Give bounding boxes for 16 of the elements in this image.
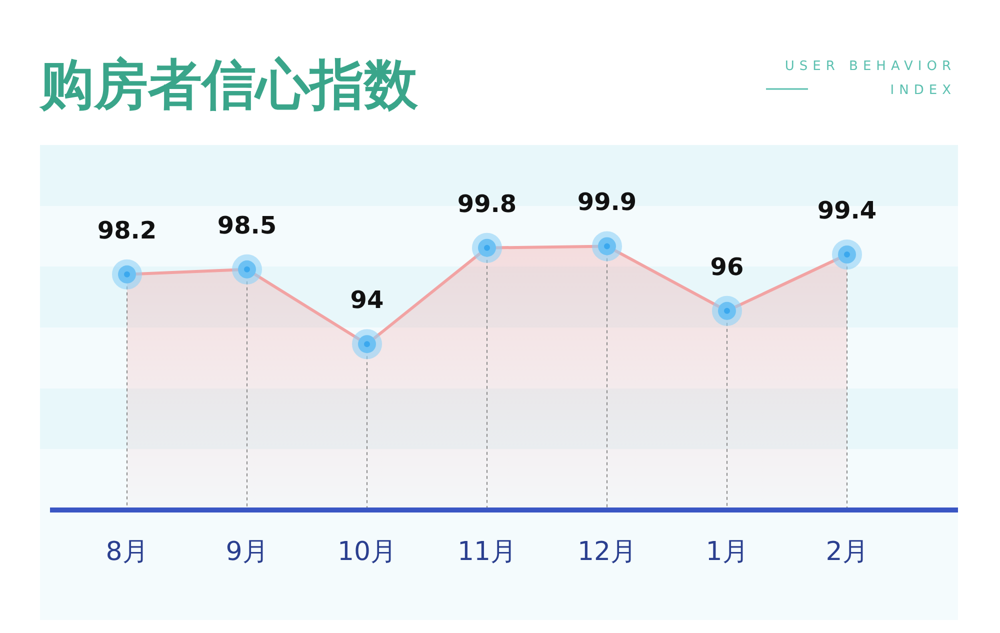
x-tick-label: 1月 [706,537,748,567]
x-tick-label: 10月 [337,537,397,567]
chart-subtitle: USER BEHAVIOR INDEX [784,59,956,98]
data-label: 96 [710,252,744,281]
x-tick-label: 9月 [226,537,268,567]
x-tick-label: 11月 [457,537,517,567]
data-label: 98.5 [217,211,277,240]
data-label: 99.9 [577,188,637,216]
data-label: 99.8 [457,190,517,218]
chart-title: 购房者信心指数 [39,53,419,116]
data-label: 99.4 [817,196,877,224]
data-label: 94 [350,286,384,314]
x-tick-label: 12月 [577,537,637,567]
data-label: 98.2 [97,216,157,244]
x-tick-label: 2月 [826,537,868,567]
x-tick-label: 8月 [106,537,148,567]
